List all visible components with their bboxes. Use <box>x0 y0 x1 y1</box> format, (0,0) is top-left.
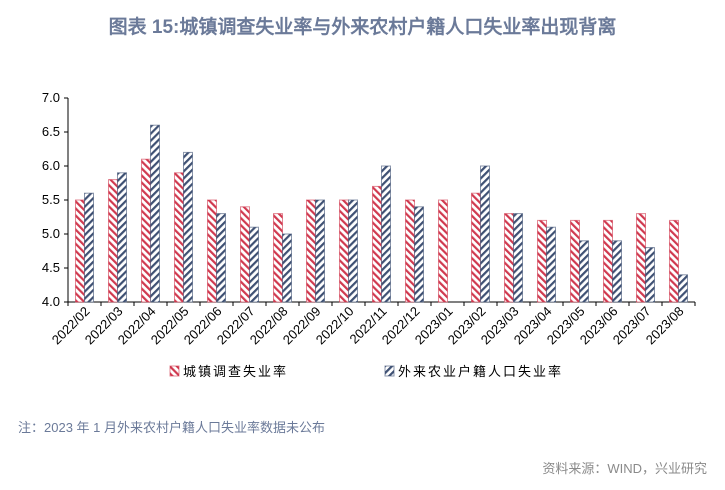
y-tick-label: 7.0 <box>42 90 60 105</box>
bar-rural <box>282 233 292 303</box>
bar-rural <box>183 151 193 303</box>
bar-rural <box>216 213 226 303</box>
legend-swatch <box>384 365 395 377</box>
bar-urban <box>108 179 118 303</box>
footnote: 注：2023 年 1 月外来农村户籍人口失业率数据未公布 <box>18 420 325 435</box>
bar-urban <box>603 219 613 303</box>
bar-rural <box>513 213 523 303</box>
y-tick-label: 4.5 <box>42 260 60 275</box>
chart-title: 图表 15:城镇调查失业率与外来农村户籍人口失业率出现背离 <box>108 17 617 38</box>
bar-urban <box>240 206 250 303</box>
y-tick-label: 4.0 <box>42 294 60 309</box>
bar-rural <box>84 192 94 303</box>
legend-label: 外来农业户籍人口失业率 <box>398 364 563 379</box>
legend-swatch <box>169 365 180 377</box>
bar-rural <box>612 240 622 303</box>
y-tick-label: 5.0 <box>42 226 60 241</box>
bar-rural <box>381 165 391 303</box>
bar-urban <box>405 199 415 303</box>
y-tick-label: 6.0 <box>42 158 60 173</box>
bar-rural <box>150 124 160 303</box>
bar-rural <box>414 206 424 303</box>
bar-urban <box>174 172 184 303</box>
bar-urban <box>339 199 349 303</box>
bar-rural <box>678 274 688 303</box>
bar-urban <box>669 219 679 303</box>
bar-urban <box>504 213 514 303</box>
legend-label: 城镇调查失业率 <box>183 364 288 379</box>
bar-rural <box>315 199 325 303</box>
source-text: 资料来源：WIND，兴业研究 <box>542 461 707 476</box>
bar-urban <box>537 219 547 303</box>
bar-rural <box>546 226 556 303</box>
bar-rural <box>579 240 589 303</box>
bar-urban <box>273 213 283 303</box>
bar-rural <box>645 247 655 303</box>
bar-rural <box>348 199 358 303</box>
bar-urban <box>306 199 316 303</box>
bar-urban <box>471 192 481 303</box>
bar-urban <box>438 199 448 303</box>
y-tick-label: 5.5 <box>42 192 60 207</box>
bar-urban <box>141 158 151 303</box>
bar-urban <box>570 219 580 303</box>
bar-rural <box>117 172 127 303</box>
bar-urban <box>636 213 646 303</box>
bar-urban <box>372 185 382 303</box>
bar-rural <box>480 165 490 303</box>
bar-urban <box>207 199 217 303</box>
bar-rural <box>249 226 259 303</box>
bar-urban <box>75 199 85 303</box>
y-tick-label: 6.5 <box>42 124 60 139</box>
